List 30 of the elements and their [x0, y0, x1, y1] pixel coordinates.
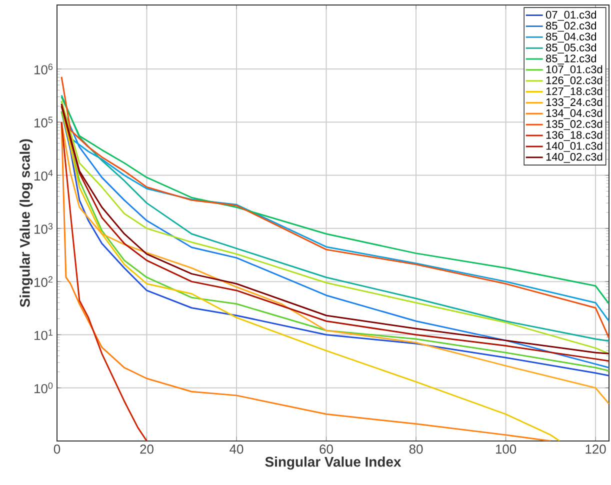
legend-label: 107_01.c3d	[546, 65, 602, 76]
legend-label: 85_05.c3d	[546, 43, 596, 54]
y-tick-label: 10$^{5}$	[34, 116, 53, 128]
legend-label: 07_01.c3d	[546, 10, 596, 21]
x-tick-label: 120	[586, 444, 606, 454]
x-tick-label: 100	[496, 444, 516, 454]
legend-label: 140_01.c3d	[546, 142, 602, 152]
legend-label: 127_18.c3d	[546, 87, 602, 98]
y-axis-title: Singular Value (log scale)	[20, 139, 33, 308]
legend-label: 140_02.c3d	[546, 152, 602, 163]
legend-label: 126_02.c3d	[546, 76, 602, 86]
legend-label: 85_12.c3d	[546, 54, 596, 64]
y-tick-label: 10$^{0}$	[34, 382, 53, 394]
legend-label: 135_02.c3d	[546, 120, 602, 130]
x-tick-label: 60	[320, 444, 333, 454]
x-tick-label: 80	[409, 444, 423, 454]
x-axis-title: Singular Value Index	[265, 456, 402, 470]
legend-label: 133_24.c3d	[546, 98, 602, 108]
legend-label: 85_04.c3d	[546, 32, 596, 43]
y-tick-label: 10$^{3}$	[34, 223, 53, 234]
x-tick-label: 20	[140, 444, 154, 454]
legend-label: 85_02.c3d	[546, 22, 596, 32]
x-tick-label: 0	[54, 444, 60, 454]
y-tick-label: 10$^{2}$	[34, 276, 53, 287]
y-tick-label: 10$^{6}$	[34, 64, 53, 74]
y-tick-label: 10$^{4}$	[34, 170, 53, 181]
legend-label: 136_18.c3d	[546, 130, 602, 141]
y-tick-label: 10$^{1}$	[34, 329, 53, 340]
x-tick-label: 40	[230, 444, 244, 454]
legend-label: 134_04.c3d	[546, 108, 602, 120]
